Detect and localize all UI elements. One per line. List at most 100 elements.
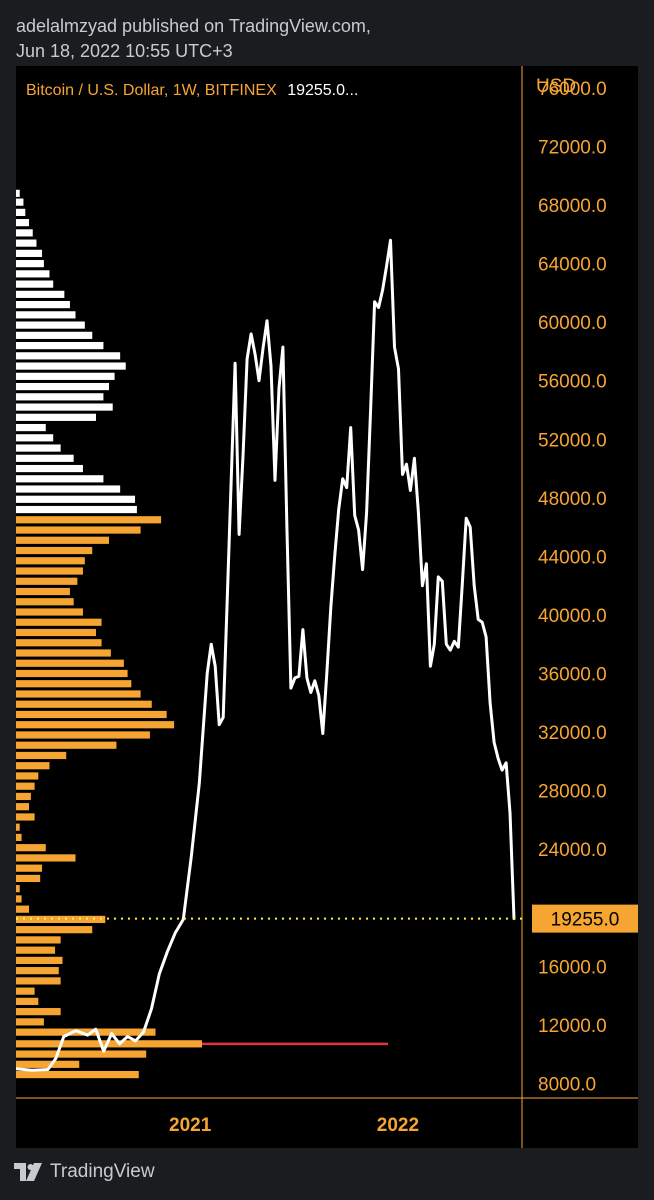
volume-profile-bar [16, 290, 65, 298]
volume-profile-bar [16, 454, 74, 462]
volume-profile-bar [16, 413, 96, 421]
volume-profile-bar [16, 926, 93, 934]
volume-profile-bar [16, 341, 104, 350]
volume-profile-bar [16, 495, 136, 503]
volume-profile-bar [16, 731, 150, 739]
volume-profile-bar [16, 219, 30, 227]
volume-profile-bar [16, 772, 39, 780]
volume-profile-bar [16, 690, 141, 698]
brand-name: TradingView [50, 1161, 155, 1182]
volume-profile-bar [16, 977, 61, 985]
chart-frame[interactable]: 76000.0 72000.0 68000.0 64000.0 60000.0 56000… [16, 66, 638, 1148]
volume-profile-bar [16, 444, 61, 452]
volume-profile-bar [16, 403, 113, 411]
volume-profile-bar [16, 372, 115, 380]
volume-profile-bar [16, 741, 117, 749]
current-price-badge [532, 904, 638, 933]
y-tick-label: 28000.0 [538, 782, 607, 803]
volume-profile-bar [16, 1050, 147, 1058]
y-tick-label: 72000.0 [538, 138, 607, 159]
volume-profile-bar [16, 587, 70, 596]
currency-label: USD [536, 76, 577, 97]
volume-profile-bar [16, 260, 44, 268]
volume-profile-bar [16, 710, 167, 719]
y-tick-label: 36000.0 [538, 664, 607, 685]
volume-profile-bar [16, 803, 30, 811]
volume-profile-bar [16, 854, 76, 862]
volume-profile-bar [16, 189, 20, 197]
volume-profile-bar [16, 1040, 202, 1048]
volume-profile-bar [16, 659, 124, 667]
y-tick-label: 64000.0 [538, 255, 607, 276]
y-tick-label: 68000.0 [538, 196, 607, 217]
volume-profile-bar [16, 895, 22, 903]
volume-profile-bar [16, 301, 70, 309]
volume-profile-bar [16, 505, 137, 514]
volume-profile-bar [16, 1060, 80, 1068]
publish-date: Jun 18, 2022 10:55 UTC+3 [16, 41, 233, 61]
volume-profile-bar [16, 464, 83, 473]
volume-profile-bar [16, 434, 54, 442]
tradingview-logo-icon [14, 1163, 42, 1181]
volume-profile-bar [16, 628, 96, 637]
volume-profile-bar [16, 321, 85, 329]
volume-profile-bar [16, 823, 20, 831]
volume-profile-bar [16, 618, 102, 626]
current-price-label: 19255.0 [551, 910, 620, 931]
volume-profile-bar [16, 249, 43, 257]
volume-profile-bar [16, 936, 61, 944]
volume-profile-bar [16, 1008, 61, 1016]
volume-profile-bar [16, 239, 37, 247]
volume-profile-bar [16, 905, 30, 913]
volume-profile-bar [16, 833, 22, 842]
volume-profile-bar [16, 967, 59, 975]
volume-profile-bar [16, 311, 76, 319]
volume-profile-bar [16, 608, 83, 616]
volume-profile-bar [16, 208, 26, 216]
volume-profile-bar [16, 813, 35, 821]
volume-profile-bar [16, 997, 39, 1005]
chart-canvas[interactable]: 76000.0 72000.0 68000.0 64000.0 60000.0 56000… [16, 66, 638, 1148]
y-tick-label: 60000.0 [538, 313, 607, 334]
volume-profile-bar [16, 577, 78, 585]
volume-profile-bar [16, 393, 104, 401]
volume-profile-bar [16, 1070, 139, 1079]
volume-profile-bar [16, 956, 63, 964]
publisher-line: adelalmzyad published on TradingView.com… [16, 16, 371, 36]
volume-profile-bar [16, 987, 35, 995]
price-line [16, 238, 516, 1072]
volume-profile-bar [16, 598, 74, 606]
y-tick-label: 12000.0 [538, 1016, 607, 1037]
volume-profile-bar [16, 700, 152, 708]
volume-profile-bar [16, 546, 93, 555]
volume-profile-bar [16, 536, 109, 544]
volume-profile-bar [16, 885, 20, 893]
volume-profile-bar [16, 475, 104, 483]
volume-profile-bar [16, 423, 46, 432]
volume-profile-bar [16, 352, 121, 360]
volume-profile-bar [16, 557, 85, 565]
volume-profile-bar [16, 844, 46, 852]
volume-profile-bar [16, 362, 126, 370]
y-tick-label: 24000.0 [538, 840, 607, 861]
y-tick-label: 8000.0 [538, 1074, 596, 1095]
volume-profile-bar [16, 280, 54, 288]
symbol-legend[interactable]: Bitcoin / U.S. Dollar, 1W, BITFINEX 1925… [26, 82, 358, 100]
volume-profile-bar [16, 864, 43, 872]
y-tick-label: 52000.0 [538, 430, 607, 451]
volume-profile-bar [16, 567, 83, 575]
volume-profile-bar [16, 792, 31, 801]
volume-profile-bar [16, 649, 111, 657]
volume-profile-bar [16, 721, 175, 729]
legend-price: 19255.0... [287, 82, 359, 99]
volume-profile-bar [16, 762, 50, 770]
volume-profile-bar [16, 669, 128, 678]
volume-profile-bar [16, 485, 121, 493]
x-tick-label: 2022 [377, 1115, 419, 1136]
y-tick-label: 44000.0 [538, 547, 607, 568]
volume-profile-bar [16, 639, 102, 647]
volume-profile-bar [16, 874, 41, 883]
volume-profile-bar [16, 915, 106, 924]
volume-profile-bar [16, 331, 93, 339]
volume-profile-bar [16, 782, 35, 790]
